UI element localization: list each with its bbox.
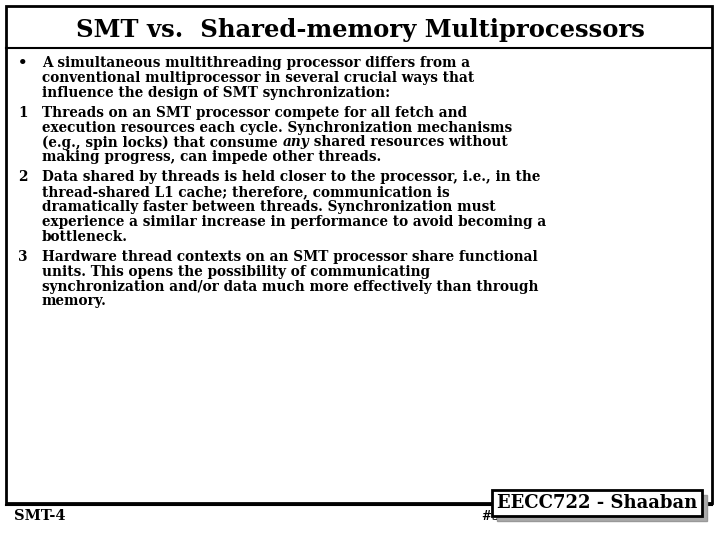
Text: (e.g., spin locks) that consume: (e.g., spin locks) that consume	[42, 136, 282, 150]
Text: 2: 2	[18, 170, 27, 184]
Bar	[492, 490, 702, 516]
Text: Threads on an SMT processor compete for all fetch and: Threads on an SMT processor compete for …	[42, 106, 467, 120]
Text: 3: 3	[18, 250, 27, 264]
Text: experience a similar increase in performance to avoid becoming a: experience a similar increase in perform…	[42, 215, 546, 229]
Text: making progress, can impede other threads.: making progress, can impede other thread…	[42, 150, 382, 164]
Text: units. This opens the possibility of communicating: units. This opens the possibility of com…	[42, 265, 430, 279]
Text: influence the design of SMT synchronization:: influence the design of SMT synchronizat…	[42, 86, 390, 100]
Text: bottleneck.: bottleneck.	[42, 230, 128, 244]
Text: Hardware thread contexts on an SMT processor share functional: Hardware thread contexts on an SMT proce…	[42, 250, 538, 264]
Text: •: •	[18, 56, 27, 70]
Text: SMT-4: SMT-4	[14, 509, 66, 523]
Text: any: any	[282, 136, 309, 150]
Text: EECC722 - Shaaban: EECC722 - Shaaban	[497, 494, 697, 512]
Text: dramatically faster between threads. Synchronization must: dramatically faster between threads. Syn…	[42, 200, 495, 214]
Text: Data shared by threads is held closer to the processor, i.e., in the: Data shared by threads is held closer to…	[42, 170, 541, 184]
Text: execution resources each cycle. Synchronization mechanisms: execution resources each cycle. Synchron…	[42, 120, 512, 134]
Text: #31  Lec #3  Fall 2004  9-13-2004: #31 Lec #3 Fall 2004 9-13-2004	[482, 510, 706, 523]
Text: conventional multiprocessor in several crucial ways that: conventional multiprocessor in several c…	[42, 71, 474, 85]
Text: SMT vs.  Shared-memory Multiprocessors: SMT vs. Shared-memory Multiprocessors	[76, 18, 644, 42]
Text: memory.: memory.	[42, 294, 107, 308]
Bar	[497, 495, 707, 521]
Text: 1: 1	[18, 106, 27, 120]
Text: synchronization and/or data much more effectively than through: synchronization and/or data much more ef…	[42, 280, 539, 294]
Text: thread-shared L1 cache; therefore, communication is: thread-shared L1 cache; therefore, commu…	[42, 185, 449, 199]
Text: shared resources without: shared resources without	[309, 136, 508, 150]
Text: A simultaneous multithreading processor differs from a: A simultaneous multithreading processor …	[42, 56, 470, 70]
